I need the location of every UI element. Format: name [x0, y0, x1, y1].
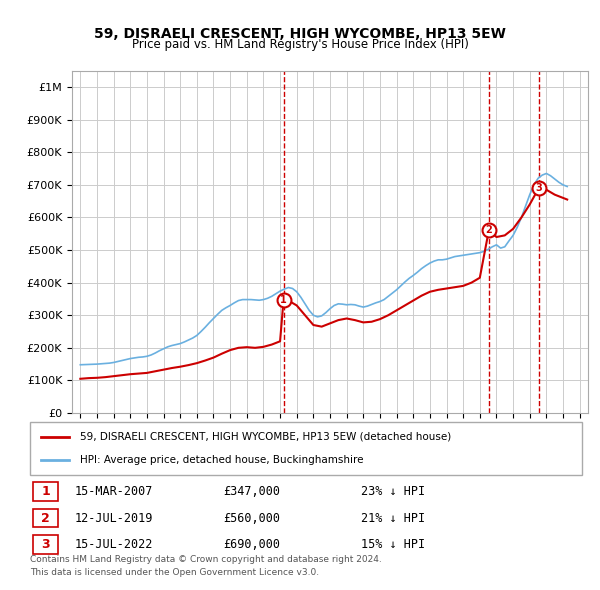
Text: HPI: Average price, detached house, Buckinghamshire: HPI: Average price, detached house, Buck…: [80, 455, 363, 465]
Text: Contains HM Land Registry data © Crown copyright and database right 2024.: Contains HM Land Registry data © Crown c…: [30, 555, 382, 563]
Text: Price paid vs. HM Land Registry's House Price Index (HPI): Price paid vs. HM Land Registry's House …: [131, 38, 469, 51]
FancyBboxPatch shape: [33, 482, 58, 501]
Text: 21% ↓ HPI: 21% ↓ HPI: [361, 512, 425, 525]
Text: 15-MAR-2007: 15-MAR-2007: [74, 485, 152, 498]
Text: 12-JUL-2019: 12-JUL-2019: [74, 512, 152, 525]
Text: 2: 2: [485, 225, 492, 235]
Text: 1: 1: [41, 485, 50, 498]
Text: 15% ↓ HPI: 15% ↓ HPI: [361, 538, 425, 551]
Text: 1: 1: [280, 295, 287, 305]
Text: 59, DISRAELI CRESCENT, HIGH WYCOMBE, HP13 5EW (detached house): 59, DISRAELI CRESCENT, HIGH WYCOMBE, HP1…: [80, 432, 451, 442]
Text: This data is licensed under the Open Government Licence v3.0.: This data is licensed under the Open Gov…: [30, 568, 319, 576]
Text: 3: 3: [535, 183, 542, 193]
Text: 3: 3: [41, 538, 50, 551]
Text: 15-JUL-2022: 15-JUL-2022: [74, 538, 152, 551]
Text: 59, DISRAELI CRESCENT, HIGH WYCOMBE, HP13 5EW: 59, DISRAELI CRESCENT, HIGH WYCOMBE, HP1…: [94, 27, 506, 41]
FancyBboxPatch shape: [30, 422, 582, 475]
Text: 2: 2: [41, 512, 50, 525]
FancyBboxPatch shape: [33, 535, 58, 554]
Text: £560,000: £560,000: [223, 512, 280, 525]
FancyBboxPatch shape: [33, 509, 58, 527]
Text: 23% ↓ HPI: 23% ↓ HPI: [361, 485, 425, 498]
Text: £690,000: £690,000: [223, 538, 280, 551]
Text: £347,000: £347,000: [223, 485, 280, 498]
